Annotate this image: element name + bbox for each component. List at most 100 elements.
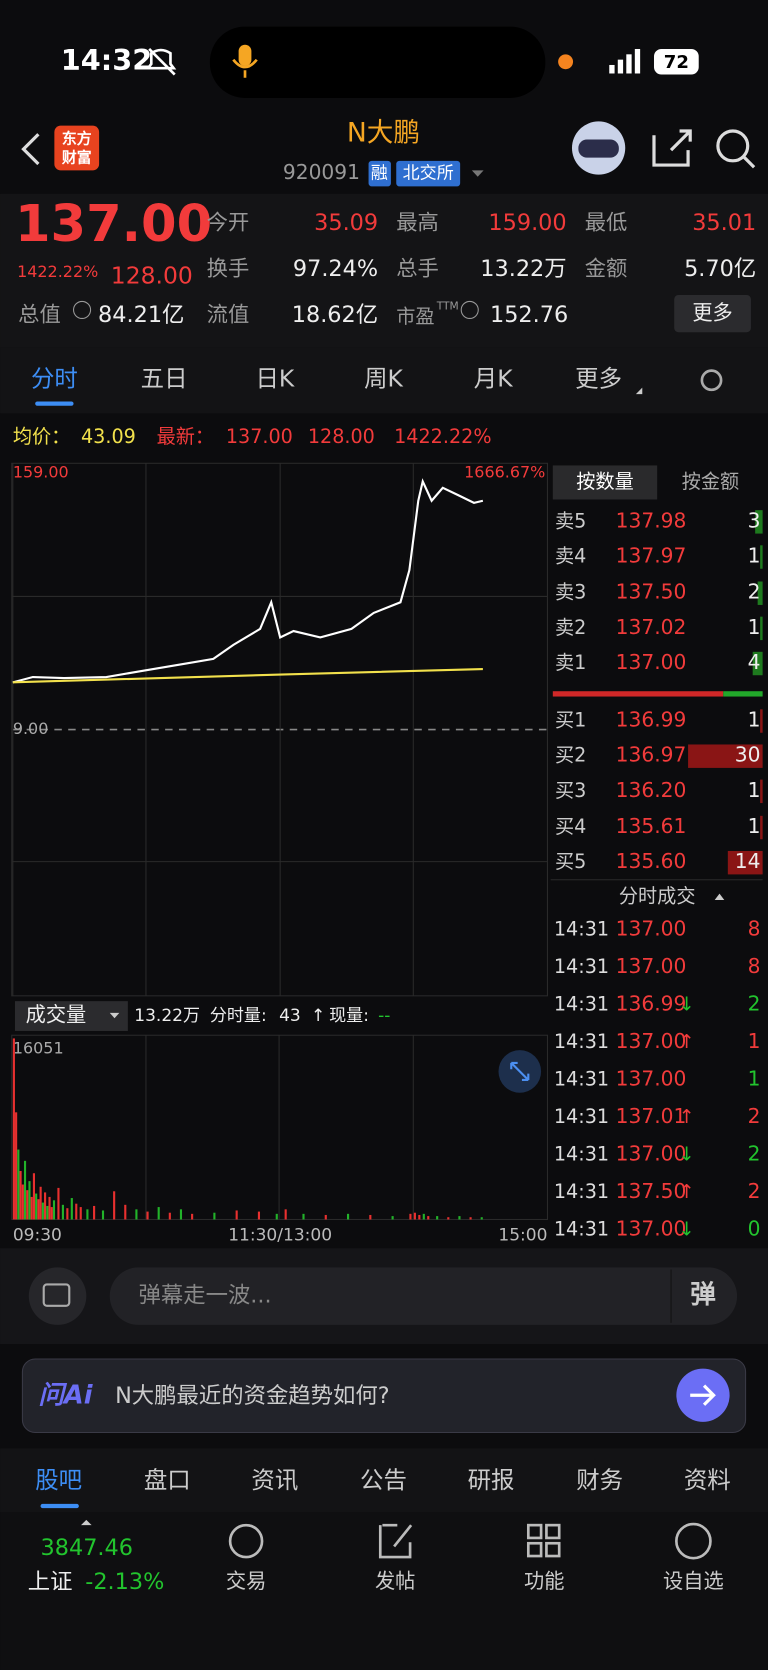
volume-bar — [57, 1187, 60, 1220]
trade-time: 14:31 — [554, 917, 609, 940]
info-icon[interactable] — [460, 300, 479, 319]
trade-time: 14:31 — [554, 1030, 609, 1053]
volume-selector[interactable] — [14, 1001, 128, 1031]
content-tab[interactable]: 盘口 — [144, 1466, 191, 1494]
book-label: 卖3 — [555, 581, 586, 604]
field-label: 金额 — [585, 256, 628, 281]
depth-bar — [760, 815, 763, 840]
chart-tab[interactable]: 月K — [474, 365, 513, 393]
danmaku-button[interactable]: 弹 — [690, 1280, 716, 1310]
latest-value: 137.00 — [226, 425, 293, 448]
trade-price: 137.00 — [616, 916, 687, 940]
volume-bar — [191, 1213, 194, 1220]
book-label: 买4 — [555, 815, 586, 838]
book-price: 136.97 — [616, 743, 687, 767]
book-label: 买2 — [555, 744, 586, 767]
back-button[interactable] — [21, 133, 40, 166]
more-button[interactable] — [674, 295, 751, 333]
volume-bar — [41, 1202, 44, 1220]
content-tab[interactable]: 财务 — [576, 1466, 623, 1494]
toggle[interactable]: 按数量 — [576, 470, 633, 493]
volume-bar — [302, 1213, 305, 1220]
book-price: 137.97 — [616, 544, 687, 568]
settings-icon[interactable] — [700, 369, 723, 392]
book-price: 136.99 — [616, 708, 687, 732]
trade-time: 14:31 — [554, 1105, 609, 1128]
y-tick-label: 9.00 — [13, 719, 49, 738]
field-value: 5.70亿 — [684, 256, 756, 282]
chart-tab[interactable]: 日K — [255, 365, 294, 393]
book-label: 买5 — [555, 850, 586, 873]
volume-bar — [213, 1212, 216, 1220]
trade-price: 137.00 — [616, 1217, 687, 1241]
trade-price: 137.01 — [616, 1104, 687, 1128]
book-qty: 2 — [748, 580, 761, 604]
trade-qty: 2 — [748, 1142, 761, 1166]
content-tab[interactable]: 研报 — [468, 1466, 515, 1494]
chart-tab[interactable]: 更多 — [575, 365, 622, 393]
book-label: 卖5 — [555, 509, 586, 532]
search-handle — [742, 155, 756, 169]
comment-input[interactable] — [109, 1267, 738, 1325]
selector-arrow — [109, 1012, 120, 1019]
chart-tab[interactable]: 分时 — [31, 365, 78, 393]
depth-bar — [755, 510, 763, 534]
content-tab[interactable]: 股吧 — [35, 1466, 82, 1494]
volume-bar — [458, 1216, 461, 1220]
toggle-selected[interactable] — [552, 465, 658, 500]
tab-underline — [40, 1503, 79, 1509]
bottom-nav — [0, 1512, 768, 1670]
field-label: 换手 — [207, 256, 250, 281]
comment-icon[interactable] — [28, 1267, 87, 1325]
price-line — [12, 667, 483, 684]
volume-bar — [168, 1212, 171, 1220]
trade-arrow: ↓ — [678, 1218, 694, 1241]
volume-bar — [101, 1210, 105, 1220]
trade-arrow: ↓ — [678, 1143, 694, 1166]
volume-bar — [75, 1203, 78, 1220]
nav-item[interactable]: 交易 — [226, 1569, 266, 1593]
tag-bg — [396, 160, 461, 187]
comment-placeholder: 弹幕走一波... — [139, 1283, 272, 1309]
depth-bar — [760, 779, 763, 804]
chart-tab[interactable]: 周K — [364, 365, 403, 393]
volume-bar — [391, 1216, 394, 1220]
trade-price: 137.50 — [616, 1179, 687, 1203]
volume-bar — [235, 1210, 238, 1220]
avg-label: 均价： — [13, 425, 70, 448]
chart-tab[interactable]: 五日 — [141, 365, 188, 393]
volume-bar — [413, 1212, 416, 1220]
nav-item[interactable]: 功能 — [524, 1569, 564, 1593]
volume-bar — [93, 1205, 96, 1220]
x-tick-label: 15:00 — [498, 1225, 547, 1245]
now-value: -- — [378, 1006, 390, 1026]
book-label: 卖4 — [555, 545, 586, 568]
nav-item[interactable]: 发帖 — [375, 1569, 415, 1593]
battery — [653, 48, 699, 75]
search-icon[interactable] — [716, 129, 750, 163]
volume-bar — [146, 1211, 149, 1220]
ai-box[interactable] — [21, 1358, 747, 1434]
content-tab[interactable]: 资讯 — [251, 1466, 298, 1494]
content-tab[interactable]: 资料 — [684, 1466, 731, 1494]
volume-bar — [257, 1211, 261, 1220]
pct: 1422.22% — [17, 262, 98, 281]
toggle[interactable]: 按金额 — [682, 470, 739, 493]
volume-bar — [79, 1207, 82, 1220]
trade-time: 14:31 — [554, 1180, 609, 1203]
dropdown-arrow[interactable] — [471, 170, 484, 177]
book-price: 136.20 — [616, 778, 687, 802]
ai-logo: 问Ai — [38, 1380, 93, 1410]
share-icon[interactable] — [652, 129, 692, 167]
status-time: 14:32 — [61, 43, 153, 77]
content-tab[interactable]: 公告 — [360, 1466, 407, 1494]
nav-item[interactable]: 设自选 — [663, 1569, 724, 1593]
book-qty: 1 — [748, 708, 761, 732]
volume-bar — [35, 1193, 38, 1220]
trade-arrow: ↑ — [678, 1105, 694, 1128]
field-value: 35.01 — [692, 210, 756, 236]
info-icon[interactable] — [73, 300, 92, 319]
field-label: 流值 — [207, 302, 250, 327]
field-value: 13.22万 — [480, 256, 566, 282]
field-label: 总值 — [18, 302, 61, 327]
